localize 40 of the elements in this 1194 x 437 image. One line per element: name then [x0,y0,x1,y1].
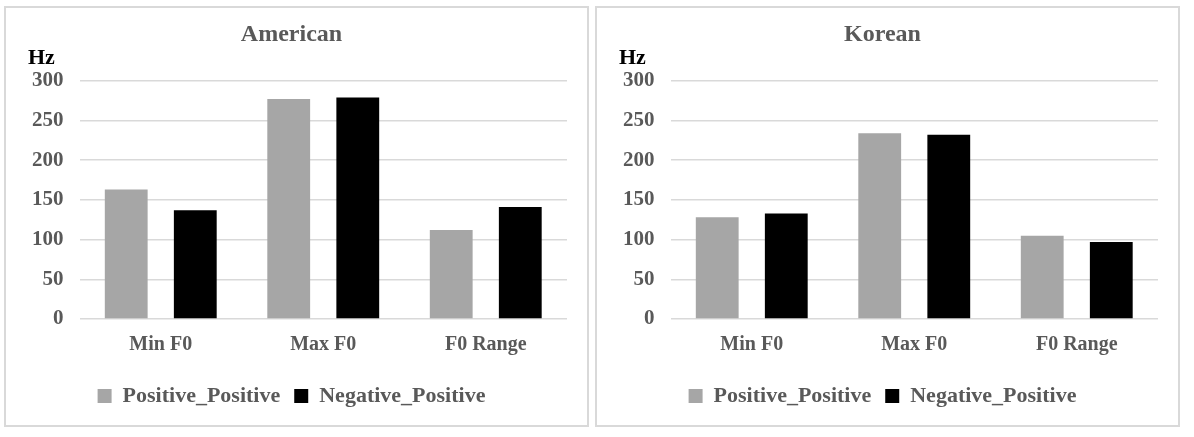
legend-label: Negative_Positive [910,381,1077,407]
legend-label: Positive_Positive [713,381,872,407]
x-tick-label: F0 Range [1035,332,1118,356]
bar [1089,241,1133,319]
y-tick-label: 0 [644,305,655,330]
x-tick-label: Min F0 [720,332,784,355]
chart-title: Korean [844,19,921,46]
y-axis-title: Hz [619,43,647,69]
bar [695,217,739,319]
bar [927,134,971,319]
bar [858,133,902,319]
bar [764,213,808,319]
y-tick-label: 200 [32,146,64,171]
y-tick-label: 50 [42,265,64,290]
y-axis-title: Hz [28,43,56,69]
bar [173,210,217,319]
x-tick-label: Max F0 [290,332,357,355]
bar [1020,235,1064,319]
legend-label: Negative_Positive [319,381,486,407]
y-tick-label: 0 [53,305,64,330]
y-tick-label: 100 [623,226,655,251]
bar [267,99,311,319]
y-tick-label: 250 [32,106,64,131]
bar [104,189,148,319]
y-tick-label: 50 [633,265,655,290]
y-tick-label: 300 [32,67,64,92]
y-tick-label: 100 [32,226,64,251]
y-tick-label: 150 [623,186,655,211]
bar [429,230,473,319]
x-tick-label: F0 Range [444,332,527,356]
legend-label: Positive_Positive [122,381,281,407]
y-tick-label: 300 [623,67,655,92]
bar [498,207,542,319]
bar [336,97,380,319]
y-tick-label: 200 [623,146,655,171]
y-tick-label: 250 [623,106,655,131]
chart-title: American [240,19,343,46]
x-tick-label: Max F0 [881,332,948,355]
x-tick-label: Min F0 [129,332,193,355]
y-tick-label: 150 [32,186,64,211]
